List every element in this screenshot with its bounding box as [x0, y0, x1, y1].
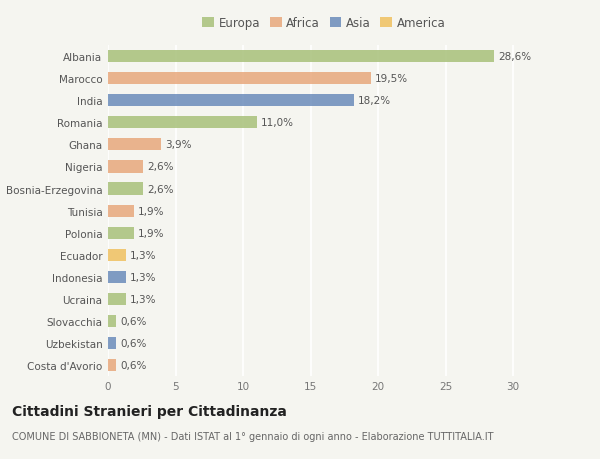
Text: 0,6%: 0,6%	[120, 338, 146, 348]
Text: 2,6%: 2,6%	[147, 184, 173, 194]
Bar	[108, 95, 354, 107]
Text: 0,6%: 0,6%	[120, 360, 146, 370]
Bar	[108, 227, 134, 239]
Text: 18,2%: 18,2%	[358, 96, 391, 106]
Bar	[108, 315, 116, 327]
Bar	[108, 161, 143, 173]
Bar	[108, 73, 371, 85]
Text: 1,3%: 1,3%	[130, 294, 156, 304]
Text: 1,9%: 1,9%	[138, 228, 164, 238]
Bar	[108, 293, 125, 305]
Bar	[108, 271, 125, 283]
Bar	[108, 359, 116, 371]
Bar	[108, 205, 134, 217]
Text: COMUNE DI SABBIONETA (MN) - Dati ISTAT al 1° gennaio di ogni anno - Elaborazione: COMUNE DI SABBIONETA (MN) - Dati ISTAT a…	[12, 431, 493, 442]
Text: 0,6%: 0,6%	[120, 316, 146, 326]
Text: 1,9%: 1,9%	[138, 206, 164, 216]
Bar	[108, 51, 494, 63]
Text: 19,5%: 19,5%	[376, 74, 409, 84]
Bar	[108, 183, 143, 195]
Bar	[108, 337, 116, 349]
Bar	[108, 139, 161, 151]
Text: 28,6%: 28,6%	[498, 52, 531, 62]
Bar	[108, 117, 257, 129]
Text: Cittadini Stranieri per Cittadinanza: Cittadini Stranieri per Cittadinanza	[12, 404, 287, 418]
Bar	[108, 249, 125, 261]
Text: 11,0%: 11,0%	[260, 118, 293, 128]
Text: 1,3%: 1,3%	[130, 272, 156, 282]
Text: 2,6%: 2,6%	[147, 162, 173, 172]
Text: 3,9%: 3,9%	[164, 140, 191, 150]
Text: 1,3%: 1,3%	[130, 250, 156, 260]
Legend: Europa, Africa, Asia, America: Europa, Africa, Asia, America	[197, 12, 451, 34]
